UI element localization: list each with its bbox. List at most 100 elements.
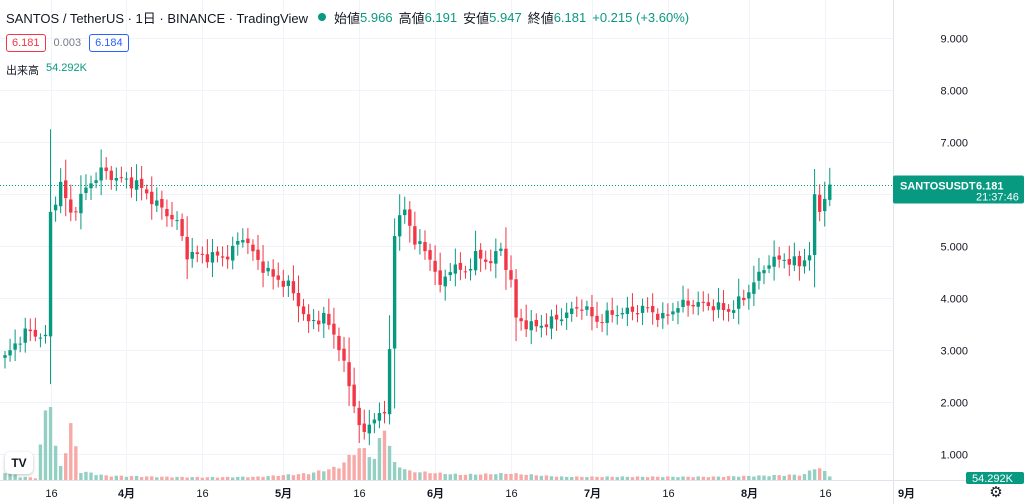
time-tick-label: 16 — [45, 488, 57, 500]
candle-body — [175, 220, 179, 222]
volume-bar — [332, 466, 336, 480]
volume-bar — [559, 476, 564, 480]
candle-body — [48, 211, 53, 337]
volume-bar — [291, 475, 296, 480]
candle-body — [590, 307, 594, 317]
volume-bar — [306, 474, 311, 480]
volume-bar — [463, 474, 468, 480]
time-tick-label: 9月 — [898, 487, 915, 500]
candle-body — [327, 313, 331, 325]
candle-body — [696, 302, 700, 307]
candle-body — [38, 337, 43, 339]
volume-bar — [215, 477, 220, 480]
price-axis[interactable]: 9.0008.0007.0006.0005.0004.0003.0002.000… — [940, 34, 968, 462]
candle-body — [165, 208, 169, 217]
candle-body — [731, 310, 736, 313]
volume-bar — [615, 477, 619, 480]
candle-body — [782, 259, 786, 261]
volume-bar — [721, 477, 726, 480]
volume-bar — [539, 475, 544, 480]
candle-body — [478, 249, 483, 259]
volume-bar — [797, 475, 802, 480]
volume-bar — [94, 475, 98, 480]
candle-body — [246, 238, 250, 244]
candle-body — [484, 259, 488, 262]
open-value: 5.966 — [360, 9, 393, 25]
candle-body — [448, 272, 452, 276]
candle-body — [79, 193, 83, 214]
volume-bar — [747, 475, 751, 480]
time-tick-label: 16 — [819, 488, 831, 500]
volume-bar — [802, 474, 807, 480]
time-axis[interactable]: 16 4月 16 5月 16 6月 16 7月 16 8月 16 9月 — [45, 487, 915, 500]
candle-body — [418, 241, 422, 244]
candle-body — [752, 282, 756, 294]
price-tick-label: 8.000 — [940, 86, 968, 98]
candle-body — [372, 419, 377, 424]
volume-bar — [403, 469, 407, 480]
time-tick-label: 8月 — [741, 487, 758, 500]
volume-bar — [372, 458, 377, 480]
volume-bar — [109, 476, 113, 480]
volume-bar — [564, 476, 569, 480]
volume-label[interactable]: 出来高 — [6, 65, 39, 77]
volume-bar — [367, 457, 372, 480]
candle-body — [742, 297, 746, 301]
candle-body — [817, 194, 822, 212]
volume-bar — [327, 469, 331, 480]
candle-body — [408, 209, 412, 226]
volume-bar — [509, 473, 513, 480]
tradingview-logo-icon[interactable]: TV — [5, 452, 33, 474]
volume-bar — [823, 471, 827, 480]
volume-bar — [387, 445, 392, 480]
symbol-title[interactable]: SANTOS / TetherUS · 1日 · BINANCE · Tradi… — [6, 10, 308, 26]
volume-bar — [524, 474, 528, 480]
candle-body — [443, 276, 447, 287]
volume-bar — [13, 474, 17, 480]
volume-bar — [580, 476, 584, 480]
candle-body — [762, 270, 766, 274]
volume-bar — [251, 476, 255, 480]
volume-bar — [225, 476, 230, 480]
time-tick-label: 4月 — [118, 487, 135, 500]
candle-body — [362, 423, 366, 432]
candle-body — [190, 251, 194, 259]
candle-body — [737, 296, 741, 309]
gear-icon[interactable]: ⚙ — [989, 484, 1003, 501]
candle-body — [812, 194, 817, 255]
candle-body — [716, 302, 721, 310]
volume-bar — [504, 473, 508, 480]
volume-bar — [144, 476, 149, 480]
candle-body — [231, 245, 235, 261]
volume-bar — [79, 473, 83, 480]
volume-legend: 出来高 54.292K — [6, 62, 87, 78]
candle-body — [342, 348, 346, 361]
candle-body — [524, 320, 528, 330]
volume-bar — [650, 476, 655, 480]
price-tick-label: 9.000 — [940, 34, 968, 46]
candle-body — [301, 306, 306, 315]
candle-body — [666, 314, 670, 316]
candle-body — [155, 200, 159, 206]
volume-bar — [610, 476, 614, 480]
candle-body — [625, 307, 630, 314]
candle-body — [539, 325, 544, 328]
candle-body — [564, 312, 569, 319]
volume-bar — [473, 474, 478, 480]
volume-bar — [418, 472, 422, 480]
sell-price-button[interactable]: 6.181 — [6, 34, 46, 52]
candle-body — [291, 281, 296, 294]
volume-bar — [377, 438, 382, 480]
volume-bar — [175, 476, 179, 480]
candle-body — [428, 250, 432, 260]
candle-body — [615, 315, 619, 317]
buy-price-button[interactable]: 6.184 — [89, 34, 129, 52]
volume-bar — [74, 446, 78, 480]
candle-body — [620, 313, 625, 315]
candle-body — [58, 181, 63, 207]
candle-body — [180, 219, 184, 237]
volume-bar — [666, 476, 670, 480]
candle-body — [119, 177, 124, 179]
candle-body — [519, 318, 523, 322]
